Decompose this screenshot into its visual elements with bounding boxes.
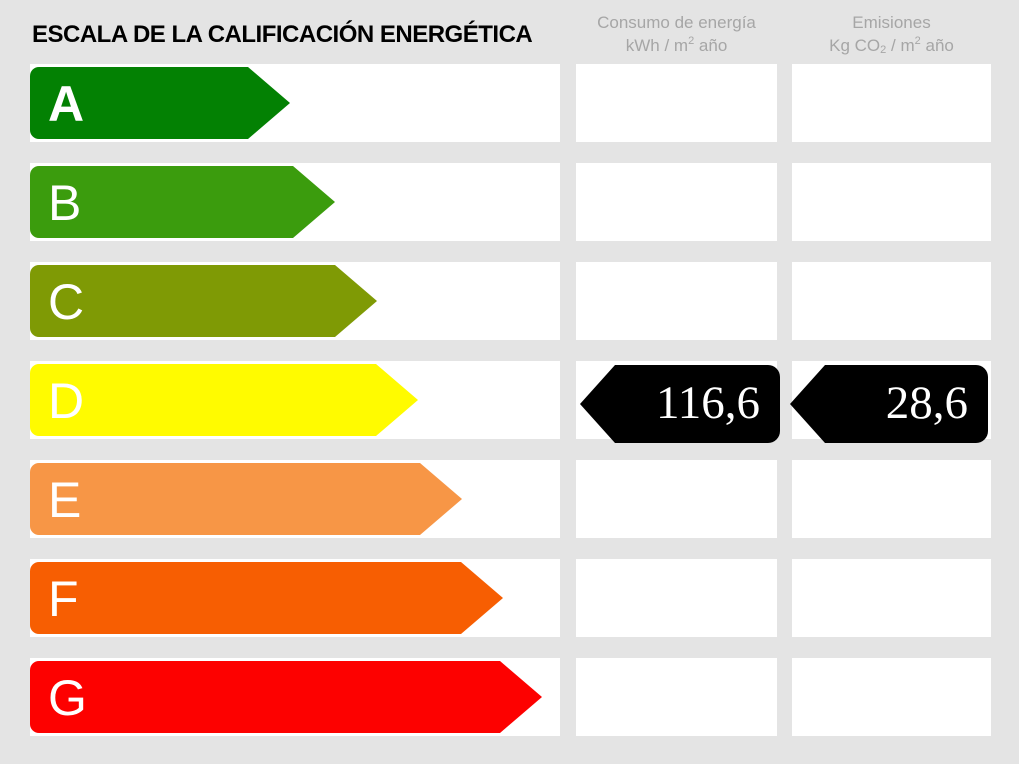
emisiones-value-arrow-tip	[790, 365, 825, 443]
unit-text-part: / m	[886, 36, 915, 55]
rating-arrow-d: D	[30, 364, 376, 436]
unit-text-part: Kg CO	[829, 36, 881, 55]
rating-arrow-g: G	[30, 661, 500, 733]
emisiones-value-arrow: 28,6	[825, 365, 988, 443]
emisiones-cell	[792, 460, 991, 538]
rating-arrow-tip-a	[248, 67, 290, 139]
rating-arrow-tip-d	[376, 364, 418, 436]
rating-letter-g: G	[48, 670, 87, 726]
rating-arrow-b: B	[30, 166, 293, 238]
column-header-emisiones-unit: Kg CO2 / m2 año	[792, 34, 991, 57]
unit-text-part: 2	[914, 35, 921, 47]
consumo-cell	[576, 64, 777, 142]
unit-text-part: 2	[688, 35, 695, 47]
consumo-cell	[576, 460, 777, 538]
rating-row-d: D 116,6 28,6	[0, 361, 1019, 443]
rating-arrow-c: C	[30, 265, 335, 337]
rating-arrow-e: E	[30, 463, 420, 535]
rating-letter-e: E	[48, 472, 82, 528]
consumo-cell	[576, 658, 777, 736]
consumo-value-arrow-tip	[580, 365, 615, 443]
rating-arrow-tip-b	[293, 166, 335, 238]
emisiones-cell	[792, 64, 991, 142]
emisiones-cell	[792, 559, 991, 637]
consumo-value: 116,6	[655, 377, 760, 429]
rating-arrow-tip-f	[461, 562, 503, 634]
column-header-consumo: Consumo de energía kWh / m2 año	[576, 11, 777, 57]
consumo-cell	[576, 262, 777, 340]
unit-text-part: 2	[880, 44, 887, 56]
emisiones-cell	[792, 262, 991, 340]
rating-row-f: F	[0, 559, 1019, 637]
consumo-cell	[576, 559, 777, 637]
rating-arrow-a: A	[30, 67, 248, 139]
rating-letter-c: C	[48, 274, 85, 330]
rating-letter-d: D	[48, 373, 85, 429]
rating-letter-b: B	[48, 175, 82, 231]
emisiones-cell	[792, 163, 991, 241]
column-header-consumo-unit: kWh / m2 año	[576, 34, 777, 57]
rating-row-e: E	[0, 460, 1019, 538]
rating-arrow-tip-c	[335, 265, 377, 337]
consumo-cell	[576, 163, 777, 241]
page-title: ESCALA DE LA CALIFICACIÓN ENERGÉTICA	[32, 21, 533, 48]
rating-letter-f: F	[48, 571, 79, 627]
consumo-value-arrow: 116,6	[615, 365, 780, 443]
rating-row-b: B	[0, 163, 1019, 241]
rating-row-a: A	[0, 64, 1019, 142]
unit-text-part: año	[694, 36, 728, 55]
rating-row-c: C	[0, 262, 1019, 340]
column-header-consumo-title: Consumo de energía	[597, 13, 756, 32]
unit-text-part: kWh / m	[625, 36, 689, 55]
column-header-emisiones-title: Emisiones	[852, 13, 931, 32]
unit-text-part: año	[920, 36, 954, 55]
rating-arrow-tip-g	[500, 661, 542, 733]
emisiones-value: 28,6	[885, 377, 968, 429]
rating-row-g: G	[0, 658, 1019, 736]
rating-arrow-f: F	[30, 562, 461, 634]
rating-arrow-tip-e	[420, 463, 462, 535]
column-header-emisiones: Emisiones Kg CO2 / m2 año	[792, 11, 991, 57]
emisiones-cell	[792, 658, 991, 736]
rating-letter-a: A	[48, 76, 85, 132]
